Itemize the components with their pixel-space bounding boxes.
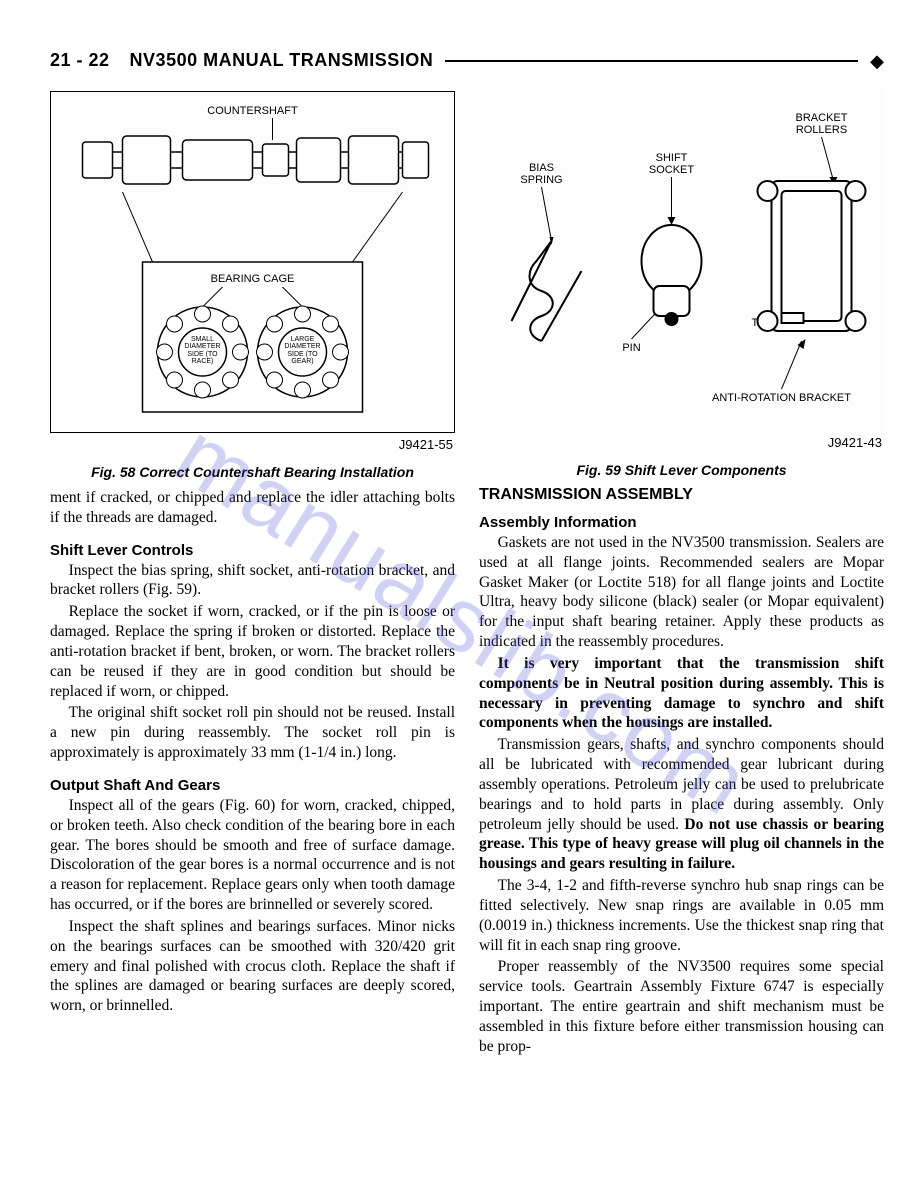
figure-58-caption: Fig. 58 Correct Countershaft Bearing Ins… — [50, 464, 455, 480]
subhead-output-shaft: Output Shaft And Gears — [50, 777, 455, 794]
diamond-icon: ◆ — [870, 52, 884, 70]
figure-58-code: J9421-55 — [50, 437, 453, 452]
label-shift-socket: SHIFTSOCKET — [649, 152, 695, 176]
figure-59-svg: BIASSPRING SHIFTSOCKET BRACKETROLLERS PI… — [479, 91, 884, 431]
figure-59: BIASSPRING SHIFTSOCKET BRACKETROLLERS PI… — [479, 91, 884, 431]
para-shift-1: Inspect the bias spring, shift socket, a… — [50, 561, 455, 601]
para-asm-3: Transmission gears, shafts, and synchro … — [479, 735, 884, 874]
label-anti-rotation: ANTI-ROTATION BRACKET — [712, 392, 851, 404]
figure-58-svg: COUNTERSHAFT — [51, 92, 454, 432]
subhead-shift-lever: Shift Lever Controls — [50, 542, 455, 559]
left-column: COUNTERSHAFT — [50, 91, 455, 1059]
content-columns: COUNTERSHAFT — [50, 91, 884, 1059]
para-asm-1: Gaskets are not used in the NV3500 trans… — [479, 533, 884, 652]
para-shift-3: The original shift socket roll pin shoul… — [50, 703, 455, 762]
para-output-1: Inspect all of the gears (Fig. 60) for w… — [50, 796, 455, 915]
label-pin: PIN — [622, 342, 640, 354]
para-asm-5: Proper reassembly of the NV3500 requires… — [479, 957, 884, 1056]
figure-59-code: J9421-43 — [479, 435, 882, 450]
para-continuation: ment if cracked, or chipped and replace … — [50, 488, 455, 528]
page-number: 21 - 22 — [50, 50, 110, 71]
header-rule — [445, 60, 858, 62]
subhead-assembly-info: Assembly Information — [479, 514, 884, 531]
para-output-2: Inspect the shaft splines and bearings s… — [50, 917, 455, 1016]
label-bearing-cage: BEARING CAGE — [211, 273, 295, 285]
label-bias-spring: BIASSPRING — [520, 162, 562, 186]
section-transmission-assembly: TRANSMISSION ASSEMBLY — [479, 486, 884, 504]
label-small-side: SMALL DIAMETER SIDE (TO RACE) — [181, 336, 225, 365]
page-header: 21 - 22 NV3500 MANUAL TRANSMISSION ◆ — [50, 50, 884, 71]
figure-58: COUNTERSHAFT — [50, 91, 455, 433]
figure-59-caption: Fig. 59 Shift Lever Components — [479, 462, 884, 478]
para-asm-4: The 3-4, 1-2 and fifth-reverse synchro h… — [479, 876, 884, 955]
right-column: BIASSPRING SHIFTSOCKET BRACKETROLLERS PI… — [479, 91, 884, 1059]
page: manualslib.com 21 - 22 NV3500 MANUAL TRA… — [0, 0, 924, 1193]
label-countershaft: COUNTERSHAFT — [207, 105, 298, 117]
para-asm-2-bold: It is very important that the transmissi… — [479, 654, 884, 733]
label-bracket-rollers: BRACKETROLLERS — [796, 112, 848, 136]
para-shift-2: Replace the socket if worn, cracked, or … — [50, 602, 455, 701]
header-title: NV3500 MANUAL TRANSMISSION — [130, 50, 434, 71]
label-large-side: LARGE DIAMETER SIDE (TO GEAR) — [281, 336, 325, 365]
